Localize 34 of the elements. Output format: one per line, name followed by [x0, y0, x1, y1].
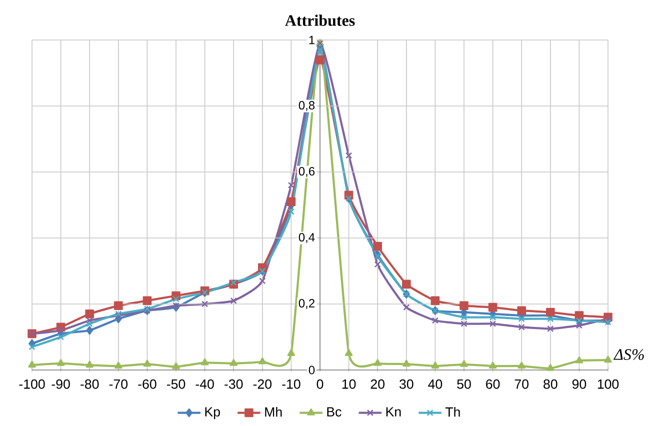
- x-tick-label: 0: [316, 379, 324, 389]
- x-tick-label: -100: [19, 379, 45, 389]
- x-tick-label: -10: [282, 379, 300, 389]
- legend-label: Bc: [327, 407, 342, 416]
- legend-label: Kp: [205, 407, 220, 420]
- y-tick-label: 0,4: [298, 233, 315, 243]
- y-tick-label: 0,6: [298, 167, 315, 177]
- x-tick-label: 30: [399, 379, 414, 389]
- x-tick-label: 20: [370, 379, 384, 389]
- x-tick-label: -50: [166, 379, 186, 389]
- x-tick-label: -60: [138, 379, 156, 389]
- x-axis-title: ΔS%: [614, 349, 644, 360]
- x-tick-label: 50: [457, 379, 471, 389]
- x-tick-label: -90: [52, 379, 70, 389]
- y-tick-label: 1: [309, 36, 314, 44]
- x-tick-label: 10: [342, 379, 356, 389]
- x-tick-label: 90: [572, 379, 586, 389]
- x-tick-label: -30: [224, 379, 243, 389]
- x-tick-label: 80: [544, 379, 558, 389]
- x-tick-label: 100: [598, 379, 619, 389]
- x-tick-label: 70: [514, 379, 528, 389]
- x-tick-label: -20: [253, 379, 272, 389]
- x-tick-label: -80: [80, 379, 99, 389]
- legend-label: Th: [445, 406, 460, 417]
- y-tick-label: 0: [308, 366, 315, 374]
- y-tick-label: 0,2: [298, 299, 314, 309]
- x-tick-label: 40: [428, 379, 442, 389]
- chart-title: Attributes: [285, 14, 355, 26]
- x-tick-label: -40: [196, 379, 214, 389]
- y-tick-label: 0,8: [298, 101, 315, 111]
- x-tick-label: 60: [486, 379, 500, 389]
- legend-label: Kn: [386, 407, 401, 416]
- x-tick-label: -70: [109, 379, 128, 389]
- legend-label: Mh: [265, 406, 282, 417]
